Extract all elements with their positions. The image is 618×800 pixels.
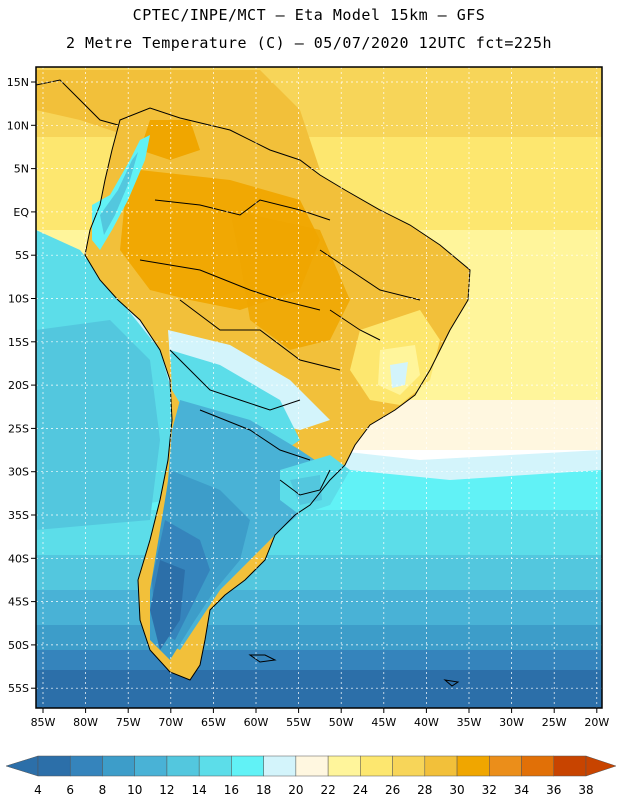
colorbar-label: 8 [99,783,107,797]
colorbar-label: 14 [192,783,207,797]
colorbar-bin [263,755,297,777]
colorbar-label: 32 [482,783,497,797]
lat-label-eq: EQ [13,206,29,219]
lat-label-5n: 5N [14,163,29,176]
lat-label-20s: 20S [8,379,29,392]
colorbar-bin [424,755,458,777]
lon-label-30w: 30W [499,716,524,729]
lon-label-75w: 75W [116,716,141,729]
lat-label-25s: 25S [8,422,29,435]
colorbar-bin [166,755,200,777]
coastlines-borders [36,79,471,687]
temperature-field [36,67,602,708]
lon-label-85w: 85W [31,716,56,729]
colorbar-bin [295,755,329,777]
colorbar-label: 34 [514,783,529,797]
colorbar-bin [489,755,522,777]
colorbar-bin [521,755,555,777]
lat-label-10n: 10N [7,119,29,132]
lon-label-25w: 25W [542,716,567,729]
colorbar-bin [102,755,135,777]
colorbar-label: 28 [417,783,432,797]
lon-label-60w: 60W [244,716,269,729]
map-frame [35,66,603,709]
colorbar-label: 26 [385,783,400,797]
lat-label-15s: 15S [8,336,29,349]
colorbar-labels: 4 6 8 10 12 14 16 18 20 22 24 26 28 30 32 34 36 38 [34,783,593,797]
colorbar-low-arrow [5,755,39,777]
lat-label-35s: 35S [8,509,29,522]
lat-label-45s: 45S [8,596,29,609]
lat-label-30s: 30S [8,466,29,479]
colorbar-label: 10 [127,783,142,797]
lon-label-65w: 65W [201,716,226,729]
lon-label-45w: 45W [371,716,396,729]
lon-label-70w: 70W [158,716,183,729]
lat-label-50s: 50S [8,639,29,652]
colorbar-label: 20 [288,783,303,797]
colorbar-high-arrow [585,755,617,777]
lon-label-40w: 40W [414,716,439,729]
colorbar [5,755,617,777]
colorbar-label: 30 [449,783,464,797]
colorbar-bin [134,755,168,777]
lat-label-10s: 10S [8,293,29,306]
graticule [36,67,602,708]
chart-title-line2: 2 Metre Temperature (C) – 05/07/2020 12U… [65,34,553,52]
colorbar-label: 4 [34,783,42,797]
lon-label-55w: 55W [286,716,311,729]
colorbar-bin [456,755,490,777]
colorbar-label: 38 [578,783,593,797]
lat-label-40s: 40S [8,552,29,565]
longitude-labels: 85W 80W 75W 70W 65W 60W 55W 50W 45W 40W 35W 30W 25W 2… [31,708,609,729]
colorbar-label: 36 [546,783,561,797]
lat-label-15n: 15N [7,76,29,89]
colorbar-label: 24 [353,783,368,797]
lon-label-20w: 20W [584,716,609,729]
lon-label-35w: 35W [457,716,482,729]
colorbar-label: 12 [159,783,174,797]
colorbar-bin [37,755,71,777]
latitude-labels: 15N 10N 5N EQ 5S 10S 15S 20S 25S 30S 35S 40S 45S 50S 5… [7,76,36,695]
colorbar-label: 18 [256,783,271,797]
lon-label-50w: 50W [329,716,354,729]
colorbar-bin [327,755,361,777]
lon-label-80w: 80W [73,716,98,729]
colorbar-bin [360,755,393,777]
colorbar-label: 16 [224,783,239,797]
colorbar-bin [392,755,426,777]
colorbar-bin [231,755,264,777]
lat-label-55s: 55S [8,682,29,695]
colorbar-bin [198,755,232,777]
colorbar-bin [69,755,103,777]
colorbar-bin [553,755,587,777]
chart-title-line1: CPTEC/INPE/MCT – Eta Model 15km – GFS [132,6,486,24]
colorbar-label: 6 [66,783,74,797]
lat-label-5s: 5S [15,249,29,262]
colorbar-label: 22 [320,783,335,797]
